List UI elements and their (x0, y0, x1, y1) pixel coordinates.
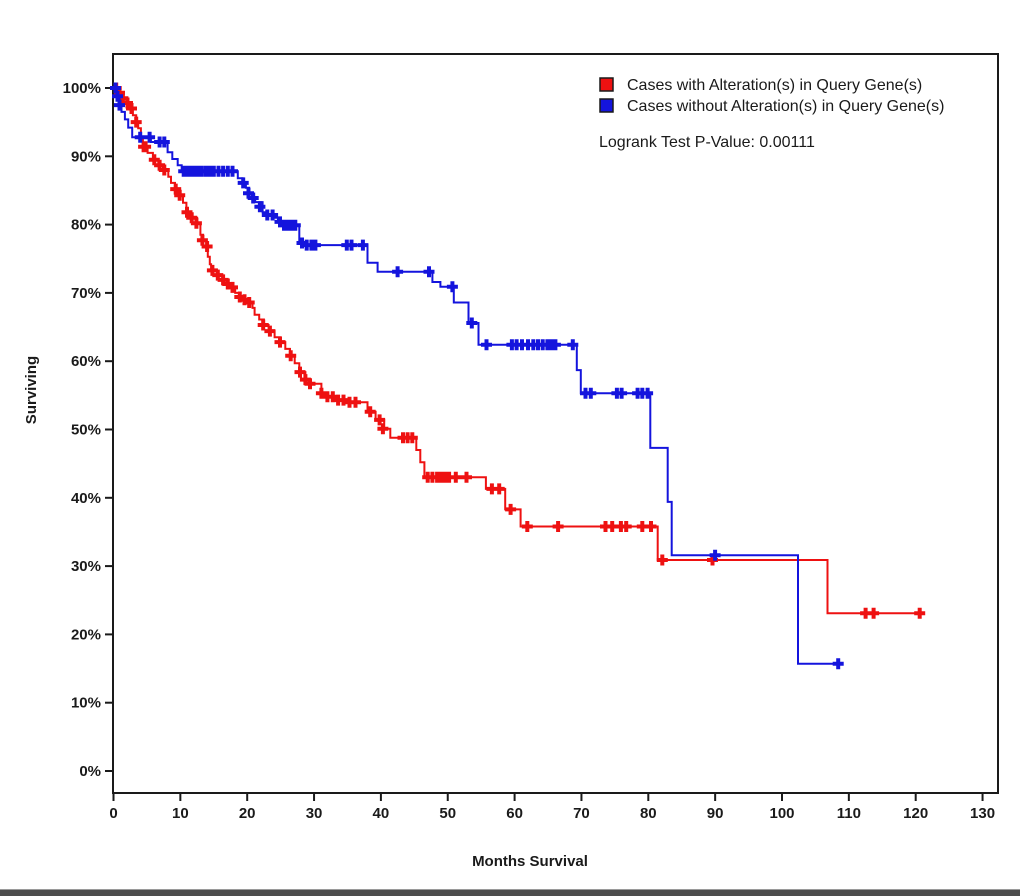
legend-swatch-with-alteration (599, 77, 614, 92)
x-tick-label: 90 (707, 805, 724, 822)
plot-frame (112, 53, 999, 794)
x-tick-label: 0 (109, 805, 117, 822)
y-axis-title: Surviving (23, 356, 40, 424)
y-tick-label: 90% (71, 148, 101, 165)
x-tick-label: 10 (172, 805, 189, 822)
x-axis-title: Months Survival (472, 853, 588, 870)
y-tick-label: 70% (71, 285, 101, 302)
y-tick-label: 40% (71, 490, 101, 507)
x-tick-label: 70 (573, 805, 590, 822)
survival-curves (110, 82, 926, 670)
legend-label-without-alteration: Cases without Alteration(s) in Query Gen… (627, 98, 944, 115)
legend: Cases with Alteration(s) in Query Gene(s… (599, 77, 944, 151)
legend-label-with-alteration: Cases with Alteration(s) in Query Gene(s… (627, 77, 922, 94)
y-tick-label: 60% (71, 353, 101, 370)
y-tick-label: 100% (63, 80, 101, 97)
axis-ticks: 0 10 20 30 40 50 60 70 80 90 100 110 120 130 100% 90% 80… (63, 80, 995, 822)
censor-marks-with-alteration (110, 82, 926, 619)
legend-swatch-without-alteration (599, 98, 614, 113)
x-tick-label: 60 (506, 805, 523, 822)
censor-marks-without-alteration (110, 82, 844, 670)
x-tick-label: 40 (373, 805, 390, 822)
y-tick-label: 10% (71, 695, 101, 712)
x-tick-label: 50 (439, 805, 456, 822)
y-tick-label: 0% (79, 763, 101, 780)
y-tick-label: 30% (71, 558, 101, 575)
y-tick-label: 20% (71, 626, 101, 643)
x-tick-label: 80 (640, 805, 657, 822)
x-tick-label: 110 (837, 805, 861, 822)
x-tick-label: 120 (903, 805, 928, 822)
x-tick-label: 20 (239, 805, 256, 822)
y-tick-label: 50% (71, 422, 101, 439)
window-bottom-bar (0, 889, 1020, 896)
logrank-pvalue-text: Logrank Test P-Value: 0.00111 (599, 134, 815, 151)
x-tick-label: 100 (769, 805, 794, 822)
y-tick-label: 80% (71, 217, 101, 234)
x-tick-label: 130 (970, 805, 995, 822)
x-tick-label: 30 (306, 805, 323, 822)
